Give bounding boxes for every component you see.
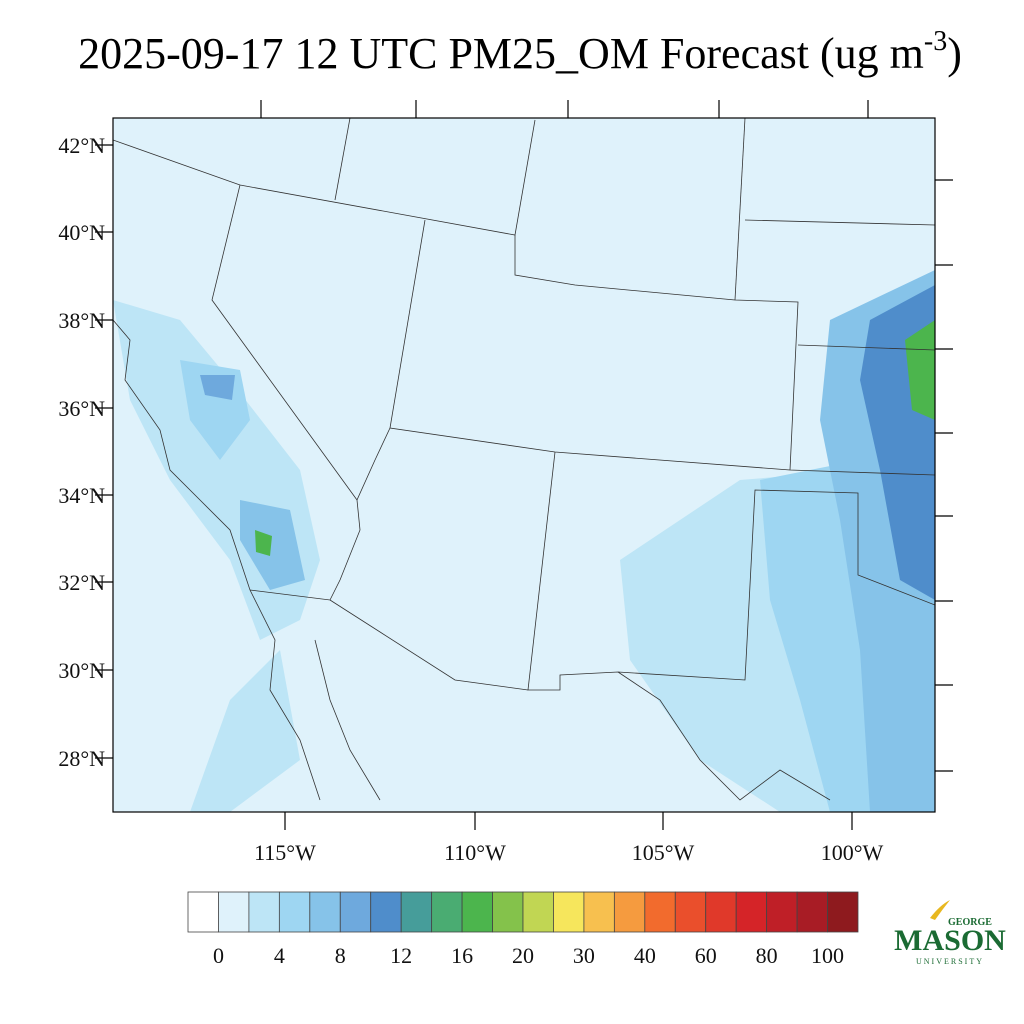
logo: GEORGE MASON UNIVERSITY [894,900,1006,966]
colorbar-label: 30 [573,943,595,968]
lon-label: 100°W [821,840,884,865]
smoke-plume [255,530,272,556]
lat-label: 40°N [58,220,105,245]
colorbar-label: 60 [695,943,717,968]
map [95,100,953,830]
colorbar-box [613,891,646,933]
colorbar-box [735,891,768,933]
colorbar-box [218,891,250,933]
colorbar-label: 40 [634,943,656,968]
smoke-plume [200,375,235,400]
lat-label: 32°N [58,570,105,595]
colorbar-box [339,891,372,933]
colorbar-label: 100 [811,943,844,968]
colorbar-label: 20 [512,943,534,968]
colorbar-box [248,891,280,933]
smoke-plume [240,500,305,590]
colorbar-box [644,891,676,933]
smoke-plume [905,320,935,420]
colorbar-box [796,891,828,933]
colorbar-label: 8 [335,943,346,968]
map-frame [112,117,936,813]
colorbar-box [583,891,615,933]
title-text: 2025-09-17 12 UTC PM25_OM Forecast (ug m [78,29,924,78]
colorbar-label: 12 [390,943,412,968]
colorbar-box [492,891,524,933]
colorbar-label: 16 [451,943,473,968]
lon-label: 105°W [632,840,695,865]
boundaries [113,118,935,801]
colorbar-box [400,891,433,933]
logo-top: GEORGE [948,917,992,928]
colorbar-box [278,891,311,933]
colorbar-box [309,891,341,933]
title-superscript: -3 [924,26,947,57]
colorbar-box [187,891,219,933]
colorbar-box [431,891,463,933]
lat-label: 28°N [58,746,105,771]
lon-label: 110°W [444,840,506,865]
ticks [95,100,953,830]
smoke-plume [190,650,300,812]
lon-label: 115°W [254,840,316,865]
title: 2025-09-17 12 UTC PM25_OM Forecast (ug m… [78,26,962,78]
colorbar-label: 0 [213,943,224,968]
logo-bottom: UNIVERSITY [916,957,984,966]
colorbar-box [674,891,707,933]
colorbar-box [766,891,798,933]
logo-main: MASON [894,924,1006,957]
colorbar-box [522,891,554,933]
colorbar-box [553,891,585,933]
colorbar-label: 80 [756,943,778,968]
colorbar-box [370,891,402,933]
colorbar: 0 4 8 12 16 20 30 40 60 80 100 [187,891,859,968]
colorbar-box [827,891,859,933]
colorbar-box [705,891,737,933]
lat-label: 34°N [58,483,105,508]
lat-label: 42°N [58,133,105,158]
title-end: ) [947,29,962,78]
lat-label: 38°N [58,308,105,333]
colorbar-label: 4 [274,943,285,968]
colorbar-box [461,891,493,933]
lat-label: 36°N [58,396,105,421]
lat-label: 30°N [58,658,105,683]
